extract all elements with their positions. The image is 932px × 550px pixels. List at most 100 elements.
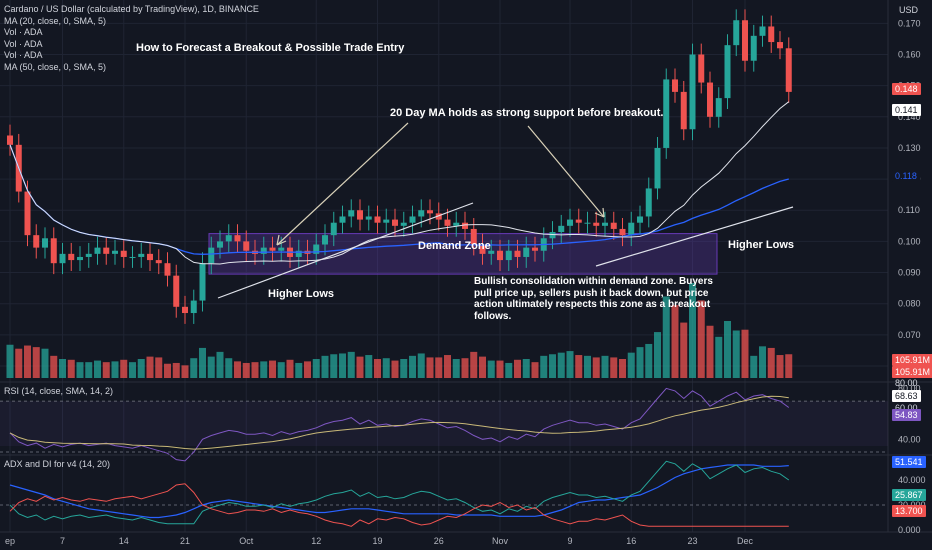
time-tick-label: 14 <box>119 536 129 546</box>
ma50-price-tag: 0.118 <box>892 170 920 182</box>
legend-vol-3[interactable]: Vol · ADA <box>4 50 43 60</box>
price-axis: 0.0600.0700.0800.0900.1000.1100.1200.130… <box>898 18 921 371</box>
volume-bar <box>172 362 180 378</box>
volume-bar <box>776 355 784 378</box>
candle <box>155 260 162 264</box>
volume-tag-2: 105.91M <box>892 366 932 378</box>
volume-bar <box>767 347 775 378</box>
trendline-right <box>595 206 794 267</box>
candle <box>269 247 276 251</box>
volume-bar <box>575 355 583 378</box>
volume-bar <box>409 355 416 378</box>
volume-bars <box>6 283 793 378</box>
time-tick-label: Dec <box>737 536 754 546</box>
candle <box>759 26 766 36</box>
trendline-left <box>217 202 474 299</box>
candle <box>663 79 670 148</box>
candle <box>567 219 573 226</box>
moving-averages <box>9 101 790 265</box>
di-minus-line <box>9 483 789 527</box>
rsi-tag-value: 68.63 <box>892 390 921 402</box>
symbol-title[interactable]: Cardano / US Dollar (calculated by Tradi… <box>4 4 259 14</box>
candle <box>348 210 355 217</box>
candle <box>208 247 215 264</box>
di-plus-line <box>9 460 790 525</box>
candle <box>654 147 661 189</box>
volume-bar <box>356 356 364 378</box>
candle <box>339 216 346 223</box>
volume-bar <box>470 351 478 378</box>
volume-bar <box>260 361 268 378</box>
volume-bar <box>426 357 434 378</box>
time-axis: ep 7 14 21 Oct 12 19 26 Nov 9 16 23 Dec <box>5 536 754 546</box>
candle <box>575 219 582 223</box>
candle <box>182 306 188 314</box>
candle <box>330 222 337 236</box>
legend-ma20[interactable]: MA (20, close, 0, SMA, 5) <box>4 15 107 26</box>
price-tick-label: 0.130 <box>898 143 921 153</box>
time-tick-label: 26 <box>434 536 444 546</box>
volume-bar <box>102 362 110 378</box>
volume-bar <box>636 347 644 378</box>
di-plus-tag: 25.867 <box>892 489 926 501</box>
volume-bar <box>234 361 241 378</box>
volume-bar <box>610 357 618 378</box>
legend-vol-2[interactable]: Vol · ADA <box>4 38 43 49</box>
volume-bar <box>321 355 329 378</box>
candle <box>479 244 486 254</box>
rsi-title[interactable]: RSI (14, close, SMA, 14, 2) <box>4 386 114 396</box>
ma20-price-tag: 0.141 <box>892 104 921 116</box>
candle <box>444 219 451 226</box>
time-tick-label: Oct <box>239 536 254 546</box>
rsi-tick-label: 80.00 <box>898 383 921 393</box>
adx-title[interactable]: ADX and DI for v4 (14, 20) <box>4 459 111 469</box>
candle <box>637 216 643 223</box>
volume-bar <box>374 359 381 378</box>
candle <box>383 219 390 223</box>
volume-bar <box>269 360 276 378</box>
price-tick-label: 0.070 <box>898 330 921 340</box>
candle <box>7 135 13 145</box>
candle <box>523 247 530 257</box>
volume-bar <box>557 352 565 378</box>
volume-bar <box>129 362 136 378</box>
arrow-right-head <box>594 207 605 218</box>
candle <box>138 253 145 257</box>
legend-ma50[interactable]: MA (50, close, 0, SMA, 5) <box>4 61 107 72</box>
volume-bar <box>225 358 233 378</box>
volume-bar <box>566 351 574 378</box>
volume-bar <box>759 346 766 378</box>
di-minus-tag: 13.700 <box>892 505 926 517</box>
volume-bar <box>452 359 460 378</box>
consolidation-annotation[interactable]: Bullish consolidation within demand zone… <box>474 276 713 322</box>
higher-lows-right-label[interactable]: Higher Lows <box>728 239 795 251</box>
time-tick-label: 16 <box>626 536 636 546</box>
candle <box>418 210 425 217</box>
volume-bar <box>549 354 556 378</box>
demand-zone-label[interactable]: Demand Zone <box>418 240 491 252</box>
candle <box>593 222 600 226</box>
volume-bar <box>654 332 661 378</box>
candle <box>427 210 433 214</box>
candle <box>698 54 705 83</box>
price-tick-label: 0.080 <box>898 299 921 309</box>
time-tick-label: ep <box>5 536 15 546</box>
volume-bar <box>697 300 705 378</box>
candle <box>225 235 232 242</box>
volume-bar <box>435 357 443 378</box>
volume-bar <box>242 362 250 378</box>
volume-bar <box>146 356 154 378</box>
candle <box>707 82 713 117</box>
volume-bar <box>286 359 294 378</box>
headline-annotation[interactable]: How to Forecast a Breakout & Possible Tr… <box>136 42 405 54</box>
ma-support-annotation[interactable]: 20 Day MA holds as strong support before… <box>390 107 664 119</box>
legend-vol-1[interactable]: Vol · ADA <box>4 27 43 37</box>
higher-lows-left-label[interactable]: Higher Lows <box>268 288 335 300</box>
volume-bar <box>207 356 215 378</box>
volume-bar <box>199 347 206 378</box>
candle <box>750 35 757 61</box>
volume-bar <box>120 359 128 378</box>
candle <box>435 213 442 220</box>
volume-bar <box>295 362 303 378</box>
